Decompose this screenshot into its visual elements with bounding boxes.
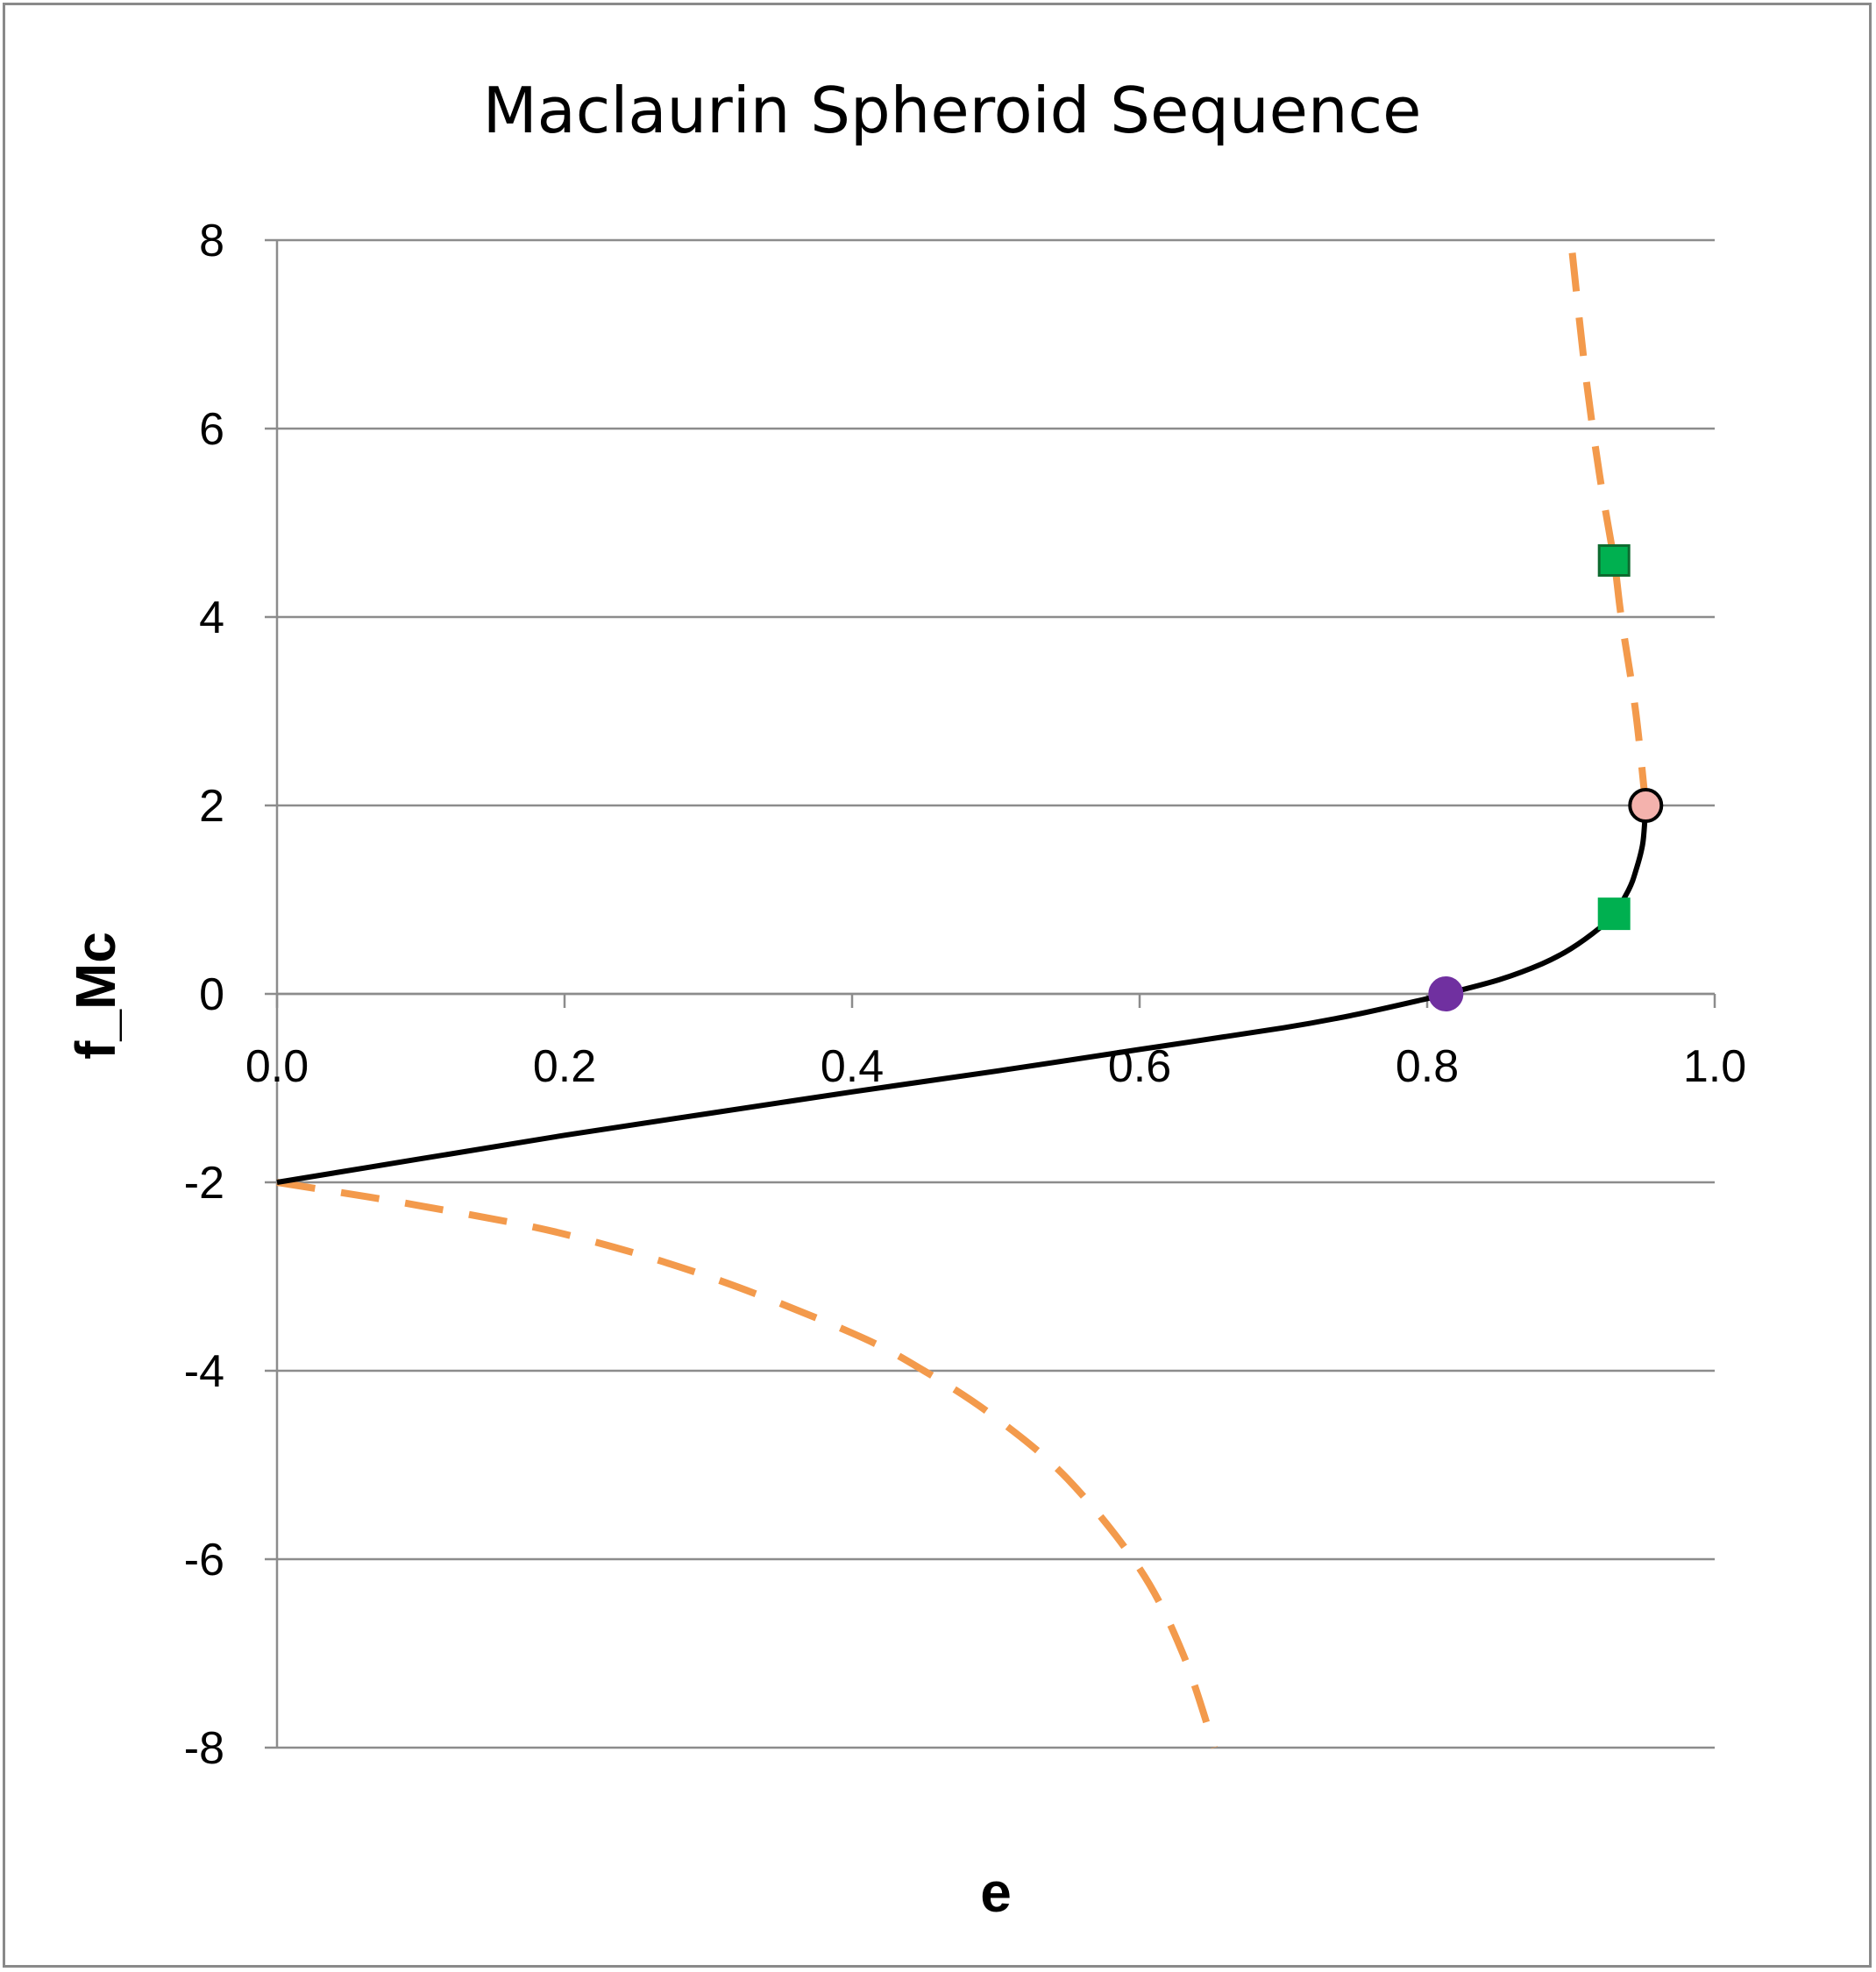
y-tick-label: 0: [199, 969, 224, 1020]
y-tick-label: 2: [199, 781, 224, 832]
y-tick-label: -8: [184, 1723, 224, 1774]
x-tick-label: 0.4: [821, 1041, 884, 1092]
y-axis-title: f_Mc: [64, 932, 127, 1060]
x-tick-label: 0.8: [1396, 1041, 1459, 1092]
marker-circle: [1428, 976, 1464, 1011]
x-tick-label: 0.6: [1108, 1041, 1171, 1092]
marker-square: [1597, 897, 1631, 931]
y-tick-label: -2: [184, 1158, 224, 1209]
y-tick-label: -6: [184, 1535, 224, 1585]
chart-frame: Maclaurin Spheroid Sequence 8 6 4 2 0 -2 -4 -6 -…: [3, 3, 1872, 1968]
x-tick-label: 0.0: [245, 1041, 309, 1092]
x-axis-title: e: [980, 1861, 1012, 1924]
y-tick-label: 8: [199, 216, 224, 266]
axis-layer: [275, 240, 1716, 1748]
chart-title: Maclaurin Spheroid Sequence: [483, 74, 1422, 147]
chart-svg: Maclaurin Spheroid Sequence 8 6 4 2 0 -2 -4 -6 -…: [64, 74, 1746, 1924]
series-line-dashed: [1567, 239, 1650, 806]
y-tick-label: 4: [199, 592, 224, 643]
x-tick-label: 0.2: [533, 1041, 596, 1092]
tick-layer: 8 6 4 2 0 -2 -4 -6 -8 0.0 0.2 0.4 0.6 0.8 1.0: [184, 216, 1746, 1774]
y-tick-label: 6: [199, 404, 224, 455]
marker-layer: [1428, 544, 1664, 1011]
x-tick-label: 1.0: [1683, 1041, 1746, 1092]
marker-circle: [1628, 788, 1664, 823]
y-tick-label: -4: [184, 1346, 224, 1397]
marker-square: [1597, 544, 1631, 577]
series-line-dashed: [276, 1179, 1219, 1749]
